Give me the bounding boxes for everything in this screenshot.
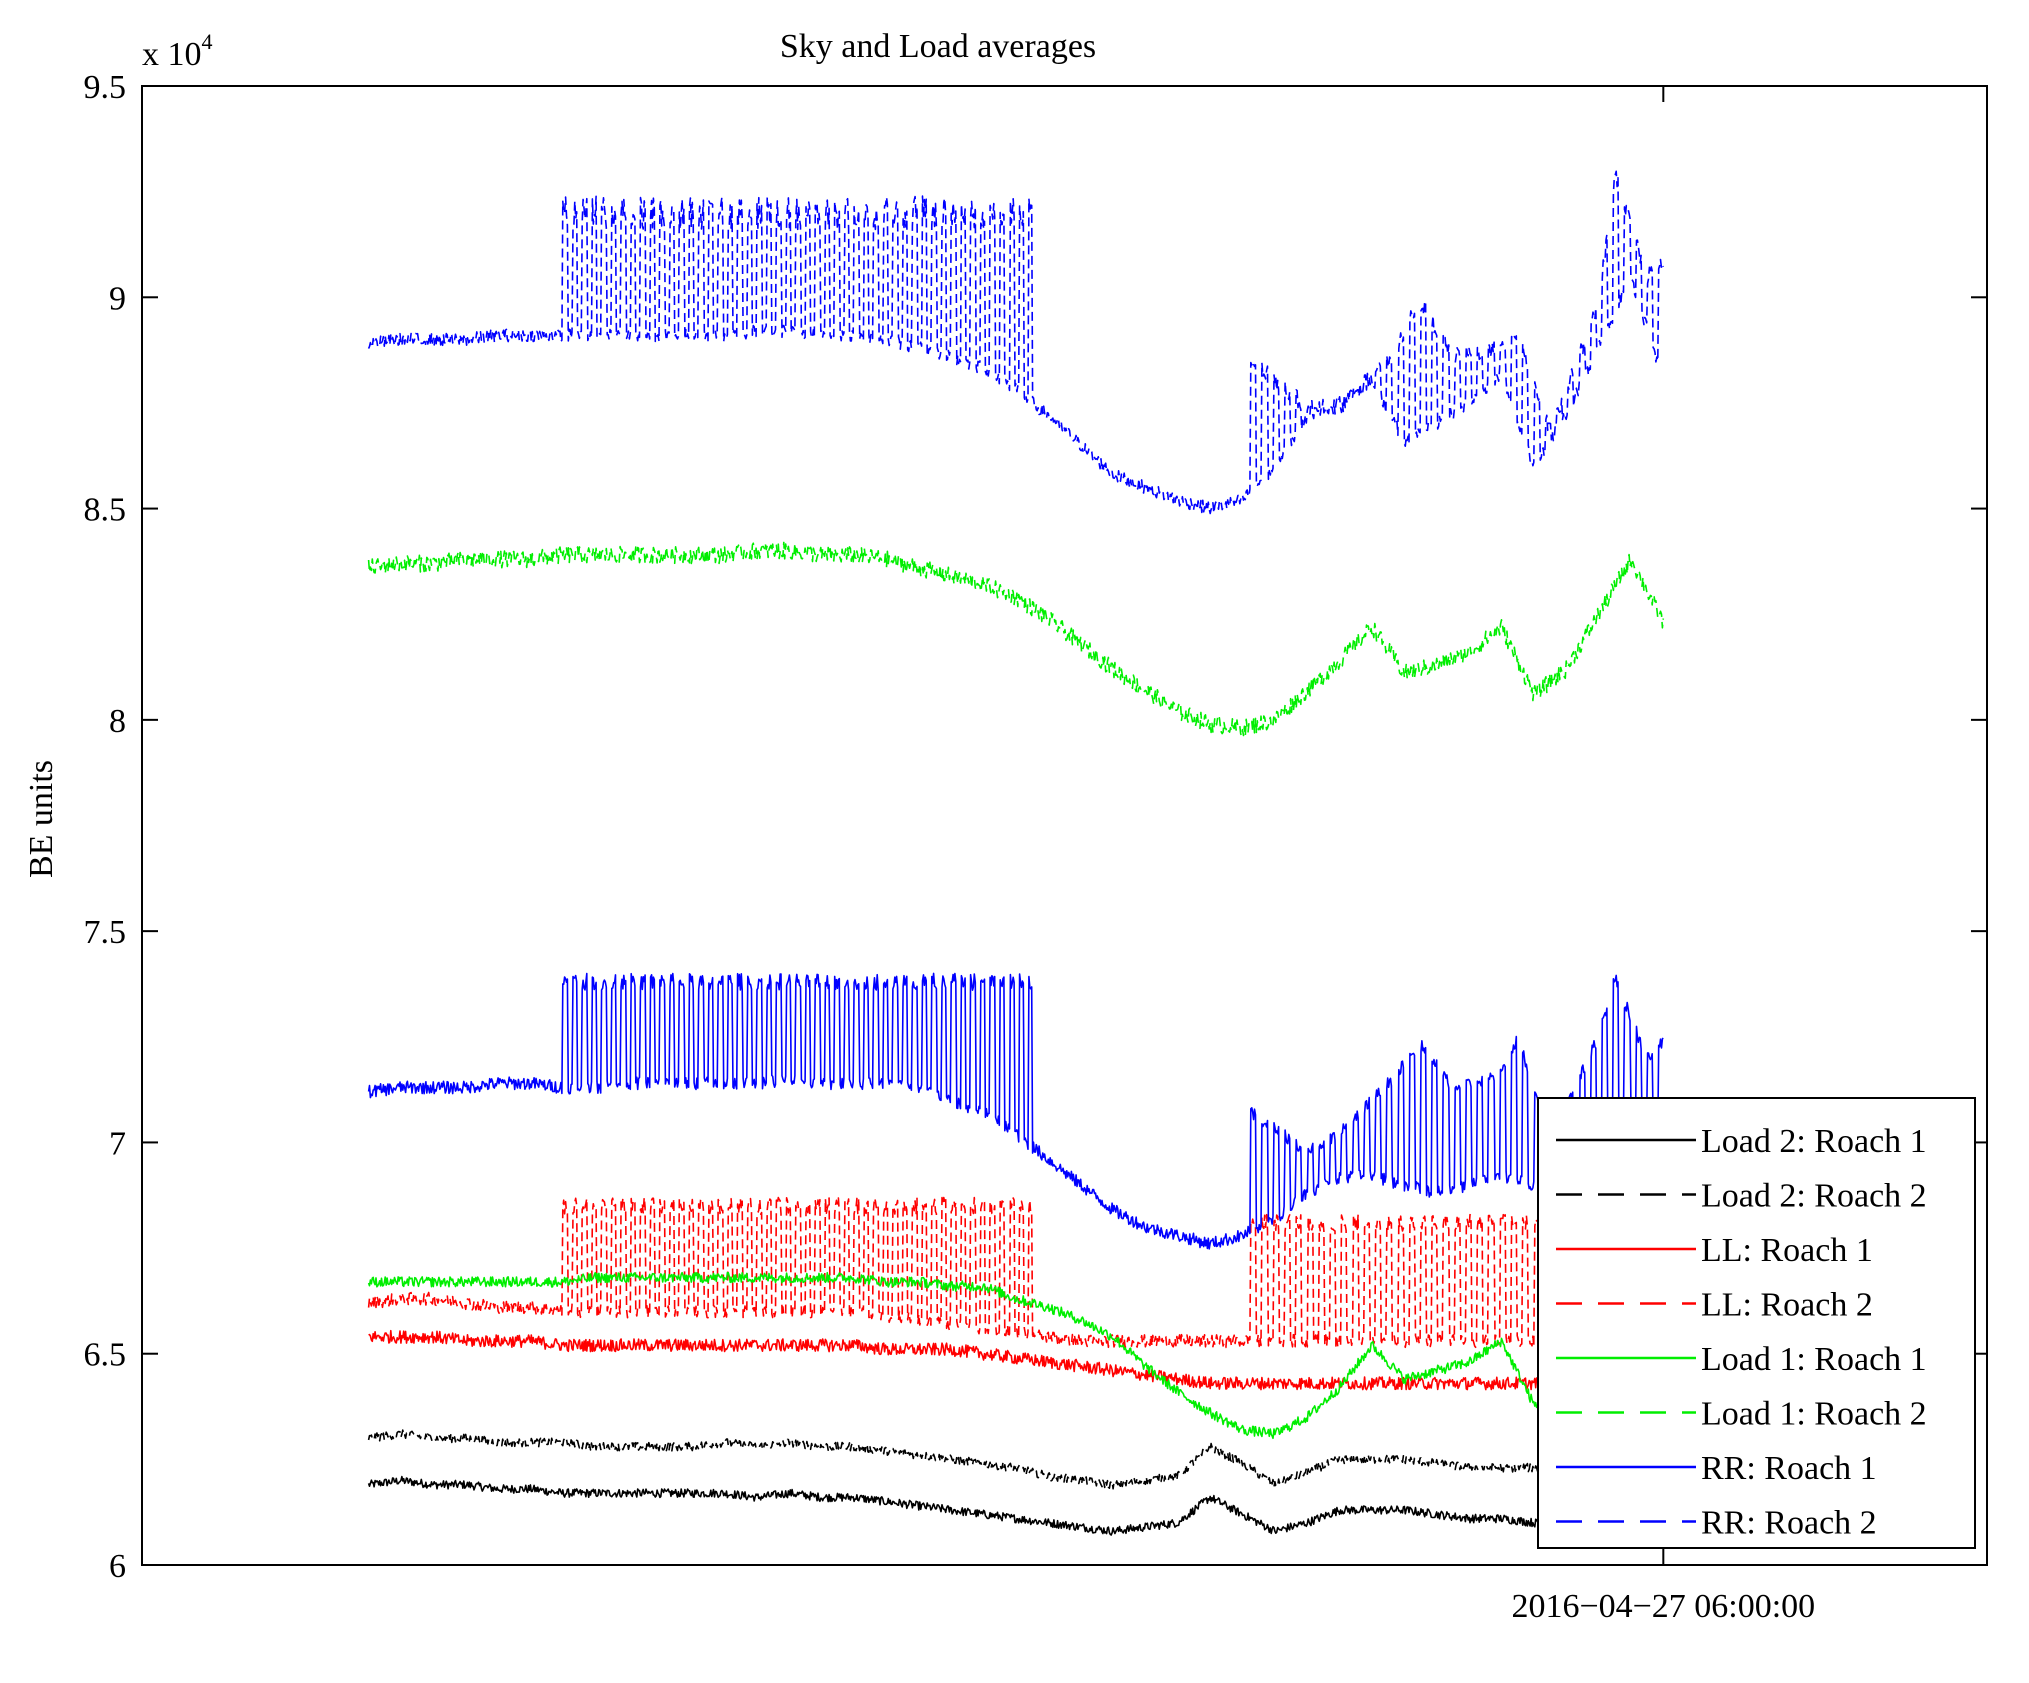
axis-ticks: 6 6.5 7 7.5 8 8.5 9 9.5 2016−04−27 06:00:00 [84, 69, 1987, 1625]
series-load-2-roach-2 [367, 1429, 1664, 1490]
legend-item: Load 2: Roach 1 [1556, 1123, 1927, 1160]
legend-item: LL: Roach 1 [1556, 1232, 1873, 1269]
y-tick-label: 8 [109, 703, 126, 740]
series-line-ll-roach-2 [367, 1196, 1665, 1349]
plot-frame [141, 85, 1988, 1566]
legend-box [1537, 1097, 1976, 1549]
series-load-1-roach-2 [367, 541, 1665, 737]
series-layer [367, 170, 1665, 1537]
legend-item: LL: Roach 2 [1556, 1287, 1873, 1324]
series-ll-roach-1 [368, 1329, 1665, 1391]
legend-label: LL: Roach 2 [1701, 1287, 1873, 1324]
legend-label: LL: Roach 1 [1701, 1232, 1873, 1269]
legend-item: Load 2: Roach 2 [1556, 1178, 1927, 1215]
y-tick-label: 8.5 [84, 492, 127, 529]
x-tick-label: 2016−04−27 06:00:00 [1511, 1588, 1815, 1625]
series-line-ll-roach-1 [368, 1329, 1665, 1391]
legend-label: RR: Roach 1 [1701, 1450, 1877, 1487]
legend-item: Load 1: Roach 1 [1556, 1341, 1927, 1378]
y-tick-label: 9.5 [84, 69, 127, 106]
series-line-rr-roach-2 [367, 170, 1665, 515]
series-load-2-roach-1 [367, 1475, 1664, 1537]
y-tick-label: 7.5 [84, 914, 127, 951]
legend-label: Load 1: Roach 2 [1701, 1396, 1927, 1433]
y-tick-label: 6 [109, 1548, 126, 1585]
legend-label: RR: Roach 2 [1701, 1505, 1877, 1542]
legend: Load 2: Roach 1 Load 2: Roach 2 LL: Roach … [1537, 1097, 1976, 1549]
series-load-1-roach-1 [367, 1271, 1665, 1440]
series-line-rr-roach-1 [367, 972, 1664, 1250]
legend-label: Load 1: Roach 1 [1701, 1341, 1927, 1378]
svg-text:x 104: x 104 [142, 29, 213, 73]
chart-title: Sky and Load averages [780, 28, 1096, 65]
legend-label: Load 2: Roach 1 [1701, 1123, 1927, 1160]
series-line-load-2-roach-2 [367, 1429, 1664, 1490]
y-tick-label: 9 [109, 280, 126, 317]
y-tick-label: 6.5 [84, 1337, 127, 1374]
series-line-load-1-roach-2 [367, 541, 1665, 737]
y-axis-exponent-base: x 10 [142, 36, 202, 73]
legend-item: Load 1: Roach 2 [1556, 1396, 1927, 1433]
series-line-load-2-roach-1 [367, 1475, 1664, 1537]
series-rr-roach-2 [367, 170, 1665, 515]
legend-item: RR: Roach 2 [1556, 1505, 1877, 1542]
legend-label: Load 2: Roach 2 [1701, 1178, 1927, 1215]
series-line-load-1-roach-1 [367, 1271, 1665, 1440]
series-rr-roach-1 [367, 972, 1664, 1250]
series-ll-roach-2 [367, 1196, 1665, 1349]
y-tick-label: 7 [109, 1125, 126, 1162]
y-axis-exponent-power: 4 [202, 29, 213, 54]
y-axis-exponent: x 104 [142, 29, 213, 73]
legend-item: RR: Roach 1 [1556, 1450, 1877, 1487]
y-axis-label: BE units [23, 760, 60, 878]
